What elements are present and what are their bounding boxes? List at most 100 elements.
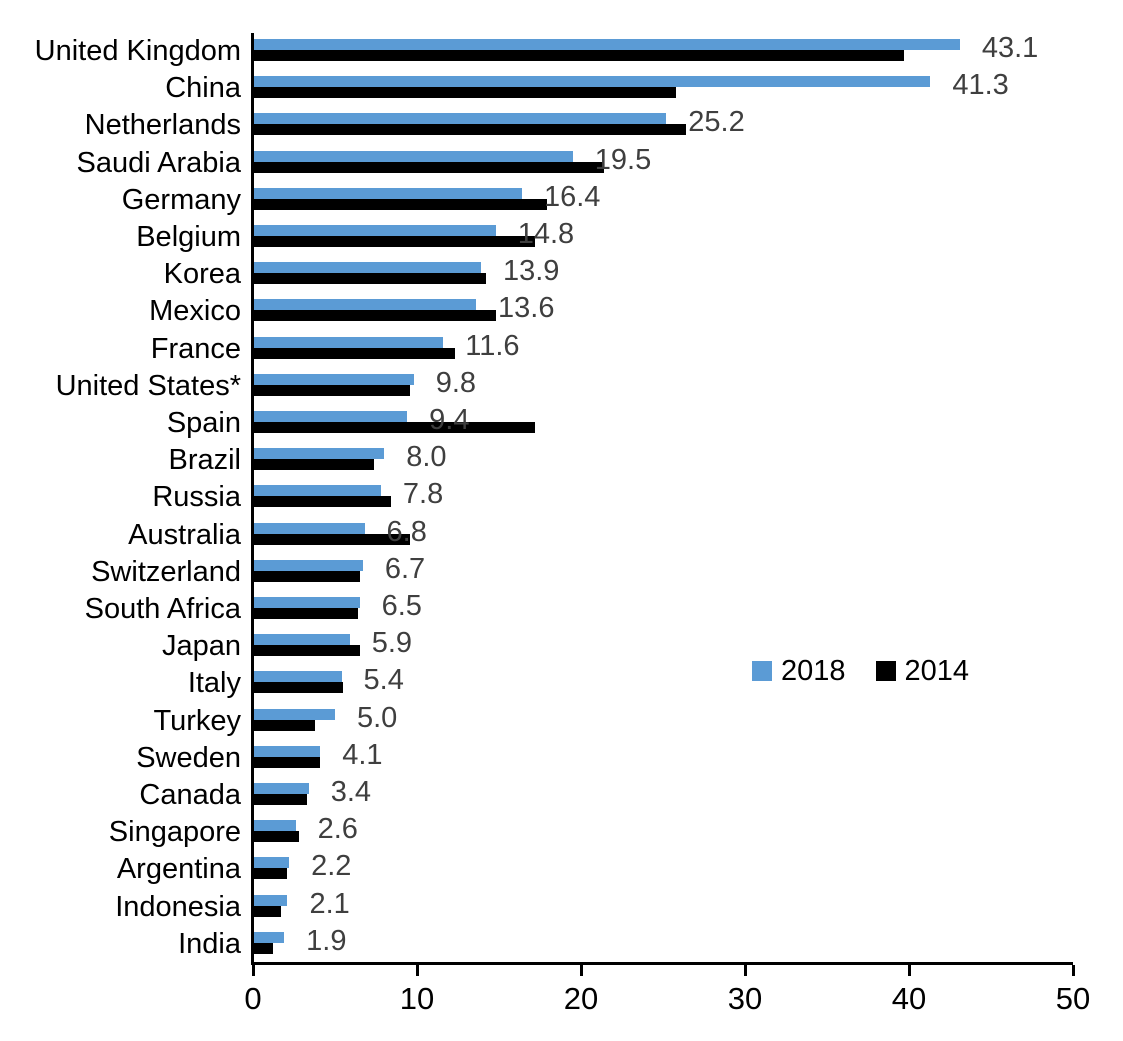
bar-2014-united-kingdom [253,50,905,61]
bar-2018-italy [253,671,342,683]
legend: 2018 2014 [752,655,969,687]
y-axis-label-sweden: Sweden [136,741,241,774]
bar-2014-saudi-arabia [253,161,604,173]
y-axis-label-south-africa: South Africa [84,593,241,625]
bar-2014-spain [253,422,536,433]
bar-2014-netherlands [253,124,686,136]
y-axis-label-singapore: Singapore [108,816,241,849]
x-axis-tick-50 [1071,965,1075,976]
y-axis-label-spain: Spain [166,407,241,439]
data-label-india: 1.9 [306,924,347,957]
data-label-switzerland: 6.7 [384,552,426,585]
bar-2014-japan [253,645,360,657]
bar-2014-germany [253,198,547,210]
bar-2014-italy [253,682,344,694]
bar-2014-russia [253,496,391,508]
y-axis-label-france: France [150,332,241,365]
data-label-spain: 9.4 [429,404,470,436]
data-label-sweden: 4.1 [342,738,383,771]
legend-entry-2014: 2014 [875,655,970,687]
data-label-brazil: 8.0 [406,441,447,474]
y-axis-label-switzerland: Switzerland [91,555,241,588]
y-axis-label-australia: Australia [128,518,241,551]
legend-swatch-2014 [875,661,896,681]
y-axis-label-russia: Russia [152,481,241,514]
x-axis-tick-label-0: 0 [244,981,262,1016]
bar-2018-korea [253,262,481,274]
bar-2018-mexico [253,299,477,311]
data-label-singapore: 2.6 [317,813,358,846]
bar-2018-saudi-arabia [253,150,573,162]
bar-2018-sweden [253,745,321,757]
y-axis-label-korea: Korea [163,258,241,291]
y-axis-label-indonesia: Indonesia [115,890,241,923]
bar-2014-india [253,942,273,954]
data-label-belgium: 14.8 [517,218,575,250]
bar-2018-china [253,76,931,88]
bar-2018-switzerland [253,559,363,571]
y-axis-label-netherlands: Netherlands [84,109,241,142]
x-axis-tick-label-10: 10 [399,981,435,1016]
data-label-australia: 6.8 [386,515,427,548]
legend-entry-2018: 2018 [752,655,846,687]
y-axis-label-india: India [178,927,241,960]
bar-2014-france [253,347,455,359]
bar-2014-sweden [253,756,321,768]
y-axis-label-china: China [165,72,241,105]
bar-2014-mexico [253,310,496,322]
bar-2014-belgium [253,236,536,247]
bar-2018-indonesia [253,894,288,906]
bar-2014-argentina [253,868,288,880]
data-label-argentina: 2.2 [311,850,352,883]
bar-2014-united-states [253,384,411,396]
data-label-germany: 16.4 [543,180,601,213]
data-label-china: 41.3 [952,69,1009,102]
bar-2018-canada [253,783,309,794]
x-axis-tick-40 [907,965,911,976]
y-axis-label-germany: Germany [121,183,241,216]
x-axis-tick-label-20: 20 [563,981,599,1016]
bar-2018-netherlands [253,113,667,125]
bar-2014-indonesia [253,905,281,917]
y-axis-label-canada: Canada [139,779,241,811]
bar-2014-turkey [253,719,316,731]
x-axis-tick-20 [579,965,583,976]
bar-2018-turkey [253,708,335,720]
legend-label-2014: 2014 [904,655,970,687]
data-label-france: 11.6 [465,329,520,362]
bar-2014-switzerland [253,570,360,582]
y-axis-label-argentina: Argentina [116,853,241,886]
y-axis-label-mexico: Mexico [149,295,241,328]
data-label-canada: 3.4 [330,776,372,808]
data-label-japan: 5.9 [371,627,413,660]
bar-2018-russia [253,485,381,497]
bar-2014-south-africa [253,608,358,619]
y-axis-label-united-states: United States* [55,369,241,402]
y-axis-label-saudi-arabia: Saudi Arabia [76,146,241,179]
bar-2018-japan [253,634,350,646]
bar-2014-korea [253,273,486,285]
data-label-saudi-arabia: 19.5 [594,143,652,176]
y-axis-label-japan: Japan [161,630,241,663]
y-axis-label-belgium: Belgium [136,221,241,253]
data-label-korea: 13.9 [502,255,560,288]
data-label-russia: 7.8 [402,478,444,511]
bar-2014-brazil [253,459,375,471]
y-axis-label-italy: Italy [187,667,241,700]
bar-2018-united-kingdom [253,39,960,50]
x-axis-tick-label-50: 50 [1055,981,1091,1016]
bar-2018-spain [253,411,408,422]
legend-label-2018: 2018 [781,655,846,687]
bar-2018-south-africa [253,597,360,608]
data-label-indonesia: 2.1 [309,887,350,920]
y-axis-label-brazil: Brazil [168,444,241,477]
bar-2014-china [253,87,677,99]
bar-2018-india [253,931,285,943]
bar-2018-germany [253,187,522,199]
bar-2014-australia [253,533,411,545]
data-label-turkey: 5.0 [357,701,398,734]
bar-2018-united-states [253,373,414,385]
legend-swatch-2018 [752,661,772,681]
x-axis-tick-label-40: 40 [891,981,927,1016]
